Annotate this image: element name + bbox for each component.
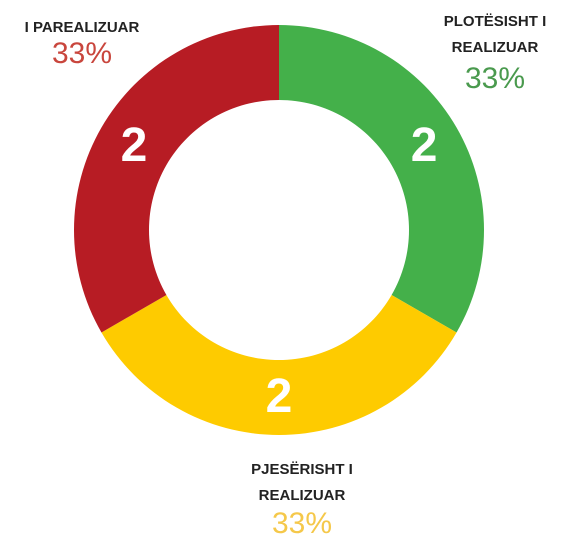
donut-segment bbox=[101, 295, 457, 435]
category-label: PJESËRISHT I bbox=[251, 461, 353, 478]
donut-segment bbox=[279, 25, 484, 333]
segment-value-label: 2 bbox=[266, 370, 293, 423]
category-label: REALIZUAR bbox=[452, 39, 539, 56]
percent-label: 33% bbox=[465, 62, 525, 95]
category-label: PLOTËSISHT I bbox=[444, 13, 547, 30]
percent-label: 33% bbox=[52, 37, 112, 70]
donut-segment bbox=[74, 25, 279, 333]
segment-value-label: 2 bbox=[121, 119, 148, 172]
percent-label: 33% bbox=[272, 507, 332, 540]
segment-value-label: 2 bbox=[411, 119, 438, 172]
category-label: I PAREALIZUAR bbox=[25, 19, 140, 36]
category-label: REALIZUAR bbox=[259, 487, 346, 504]
